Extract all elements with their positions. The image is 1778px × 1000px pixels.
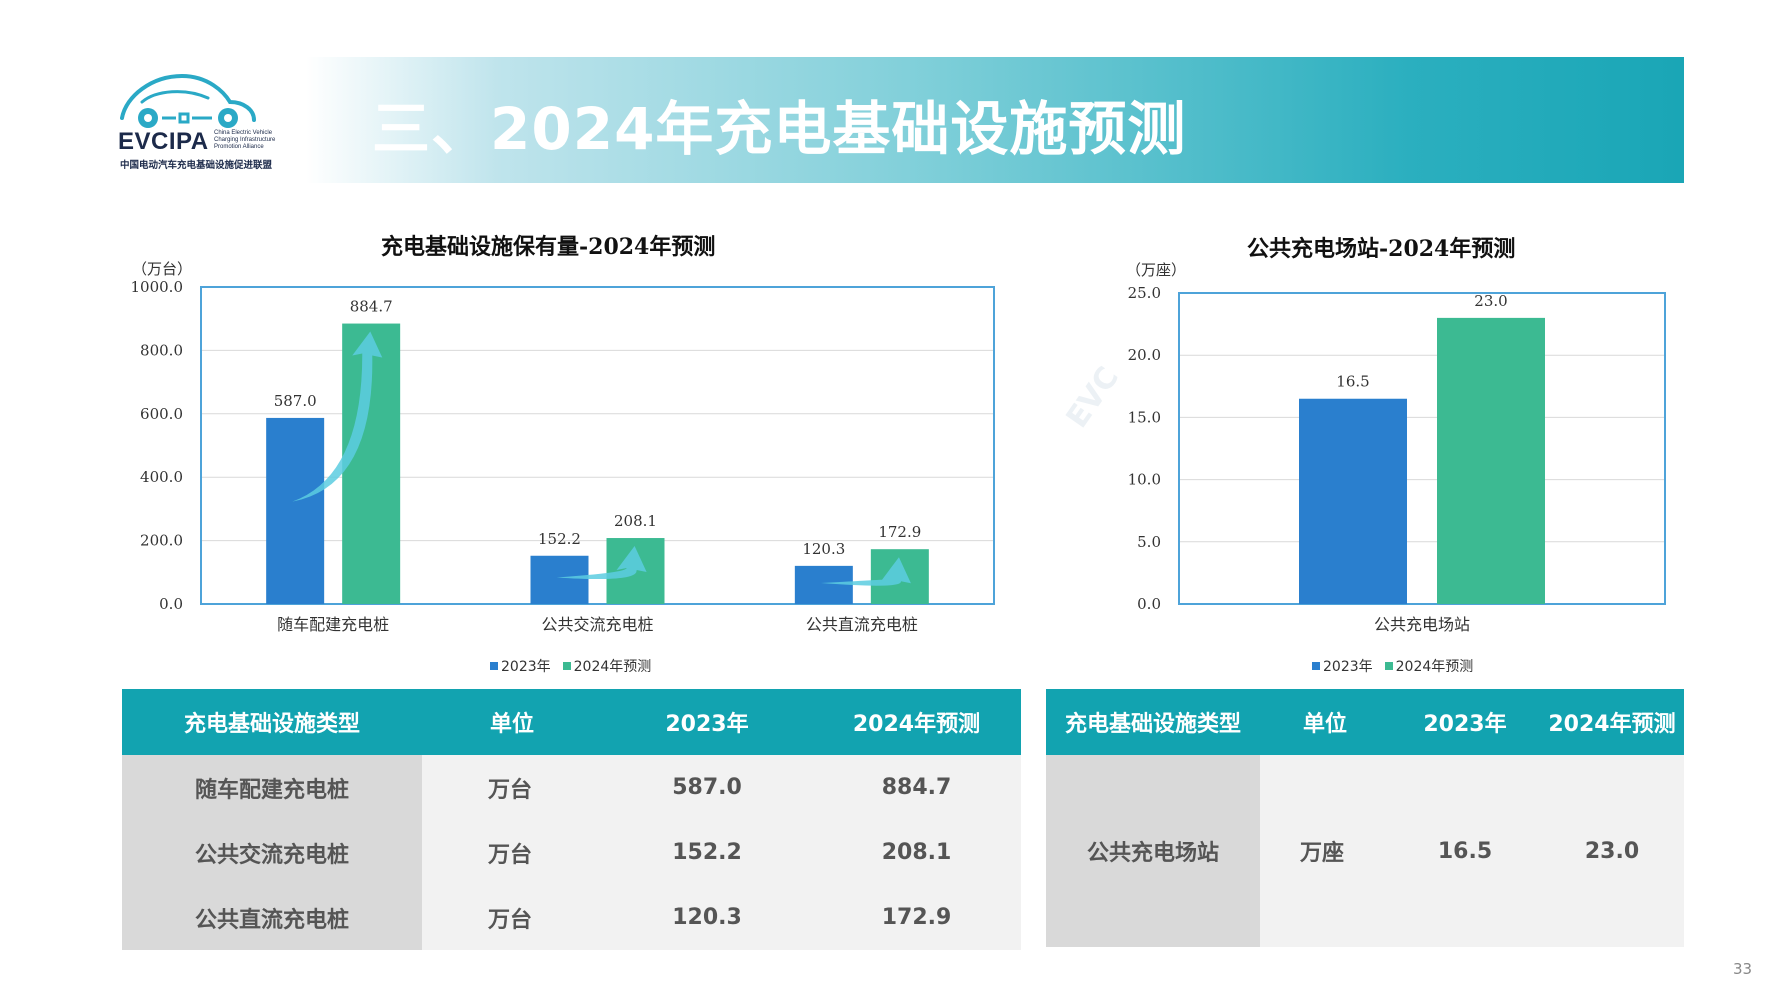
table-cell: 587.0 — [602, 755, 812, 820]
legend-item-2024: 2024年预测 — [1384, 656, 1473, 676]
header-cell: 2023年 — [602, 689, 812, 755]
data-label: 16.5 — [1336, 373, 1369, 391]
y-tick-label: 200.0 — [140, 532, 183, 550]
y-tick-label: 10.0 — [1128, 471, 1161, 489]
table-cell: 万台 — [422, 820, 602, 885]
y-tick-label: 400.0 — [140, 468, 183, 486]
header-banner — [306, 57, 1684, 183]
left-data-table: 充电基础设施类型 单位 2023年 2024年预测 随车配建充电桩 万台 587… — [122, 689, 1021, 950]
header-cell: 充电基础设施类型 — [1046, 689, 1260, 755]
plot-area-border — [200, 286, 995, 605]
header-cell: 2024年预测 — [1540, 689, 1684, 755]
right-chart-title: 公共充电场站-2024年预测 — [1247, 236, 1516, 262]
data-label: 120.3 — [802, 540, 845, 558]
data-label: 152.2 — [538, 530, 581, 548]
table-row: 公共充电场站 万座 16.5 23.0 — [1046, 755, 1684, 947]
left-chart-unit: （万台） — [132, 260, 193, 278]
right-data-table: 充电基础设施类型 单位 2023年 2024年预测 公共充电场站 万座 16.5… — [1046, 689, 1684, 947]
y-tick-label: 800.0 — [140, 341, 183, 359]
data-label: 172.9 — [878, 523, 921, 541]
table-cell: 万台 — [422, 885, 602, 950]
growth-arrow — [820, 557, 911, 586]
table-cell: 万台 — [422, 755, 602, 820]
header-cell: 单位 — [422, 689, 602, 755]
category-label: 公共交流充电桩 — [541, 615, 653, 634]
table-cell: 公共直流充电桩 — [122, 885, 422, 950]
y-tick-label: 15.0 — [1128, 408, 1161, 426]
y-tick-label: 20.0 — [1128, 346, 1161, 364]
header-cell: 2024年预测 — [812, 689, 1021, 755]
data-label: 884.7 — [350, 298, 393, 316]
table-row: 公共交流充电桩 万台 152.2 208.1 — [122, 820, 1021, 885]
table-cell: 152.2 — [602, 820, 812, 885]
logo-wordmark: EVCIPA — [118, 128, 209, 155]
table-cell: 公共充电场站 — [1046, 755, 1260, 947]
table-cell: 172.9 — [812, 885, 1021, 950]
left-chart-legend: 2023年 2024年预测 — [490, 656, 651, 676]
y-tick-label: 1000.0 — [131, 278, 184, 296]
table-cell: 16.5 — [1390, 755, 1540, 947]
right-chart-legend: 2023年 2024年预测 — [1312, 656, 1473, 676]
bar — [794, 565, 853, 604]
category-label: 随车配建充电桩 — [277, 615, 389, 634]
table-cell: 23.0 — [1540, 755, 1684, 947]
page-title: 三、2024年充电基础设施预测 — [372, 95, 1187, 163]
data-label: 587.0 — [274, 392, 317, 410]
y-tick-label: 5.0 — [1137, 533, 1161, 551]
y-tick-label: 25.0 — [1128, 284, 1161, 302]
table-cell: 万座 — [1260, 755, 1390, 947]
header-cell: 单位 — [1260, 689, 1390, 755]
right-chart-unit: （万座） — [1126, 261, 1187, 279]
data-label: 23.0 — [1474, 292, 1507, 310]
y-tick-label: 0.0 — [159, 595, 183, 613]
legend-item-2024: 2024年预测 — [562, 656, 651, 676]
table-cell: 120.3 — [602, 885, 812, 950]
logo-english-name: China Electric Vehicle Charging Infrastr… — [214, 130, 276, 150]
table-header-row: 充电基础设施类型 单位 2023年 2024年预测 — [122, 689, 1021, 755]
table-header-row: 充电基础设施类型 单位 2023年 2024年预测 — [1046, 689, 1684, 755]
left-chart-title: 充电基础设施保有量-2024年预测 — [381, 234, 716, 260]
growth-arrow — [292, 331, 383, 502]
logo-chinese-name: 中国电动汽车充电基础设施促进联盟 — [120, 160, 273, 171]
table-cell: 随车配建充电桩 — [122, 755, 422, 820]
category-label: 公共充电场站 — [1374, 615, 1470, 634]
evcipa-logo — [120, 73, 256, 128]
plot-area-border — [1178, 292, 1666, 605]
table-cell: 208.1 — [812, 820, 1021, 885]
bar — [1299, 398, 1407, 604]
bar — [266, 417, 325, 604]
table-row: 公共直流充电桩 万台 120.3 172.9 — [122, 885, 1021, 950]
growth-arrow — [556, 546, 647, 580]
data-label: 208.1 — [614, 512, 657, 530]
table-cell: 884.7 — [812, 755, 1021, 820]
legend-item-2023: 2023年 — [1312, 656, 1373, 676]
bar — [1437, 317, 1545, 604]
table-row: 随车配建充电桩 万台 587.0 884.7 — [122, 755, 1021, 820]
y-tick-label: 0.0 — [1137, 595, 1161, 613]
table-cell: 公共交流充电桩 — [122, 820, 422, 885]
page-number: 33 — [1733, 960, 1753, 978]
y-tick-label: 600.0 — [140, 405, 183, 423]
legend-item-2023: 2023年 — [490, 656, 551, 676]
header-cell: 充电基础设施类型 — [122, 689, 422, 755]
category-label: 公共直流充电桩 — [806, 615, 918, 634]
header-cell: 2023年 — [1390, 689, 1540, 755]
bar — [530, 555, 589, 604]
